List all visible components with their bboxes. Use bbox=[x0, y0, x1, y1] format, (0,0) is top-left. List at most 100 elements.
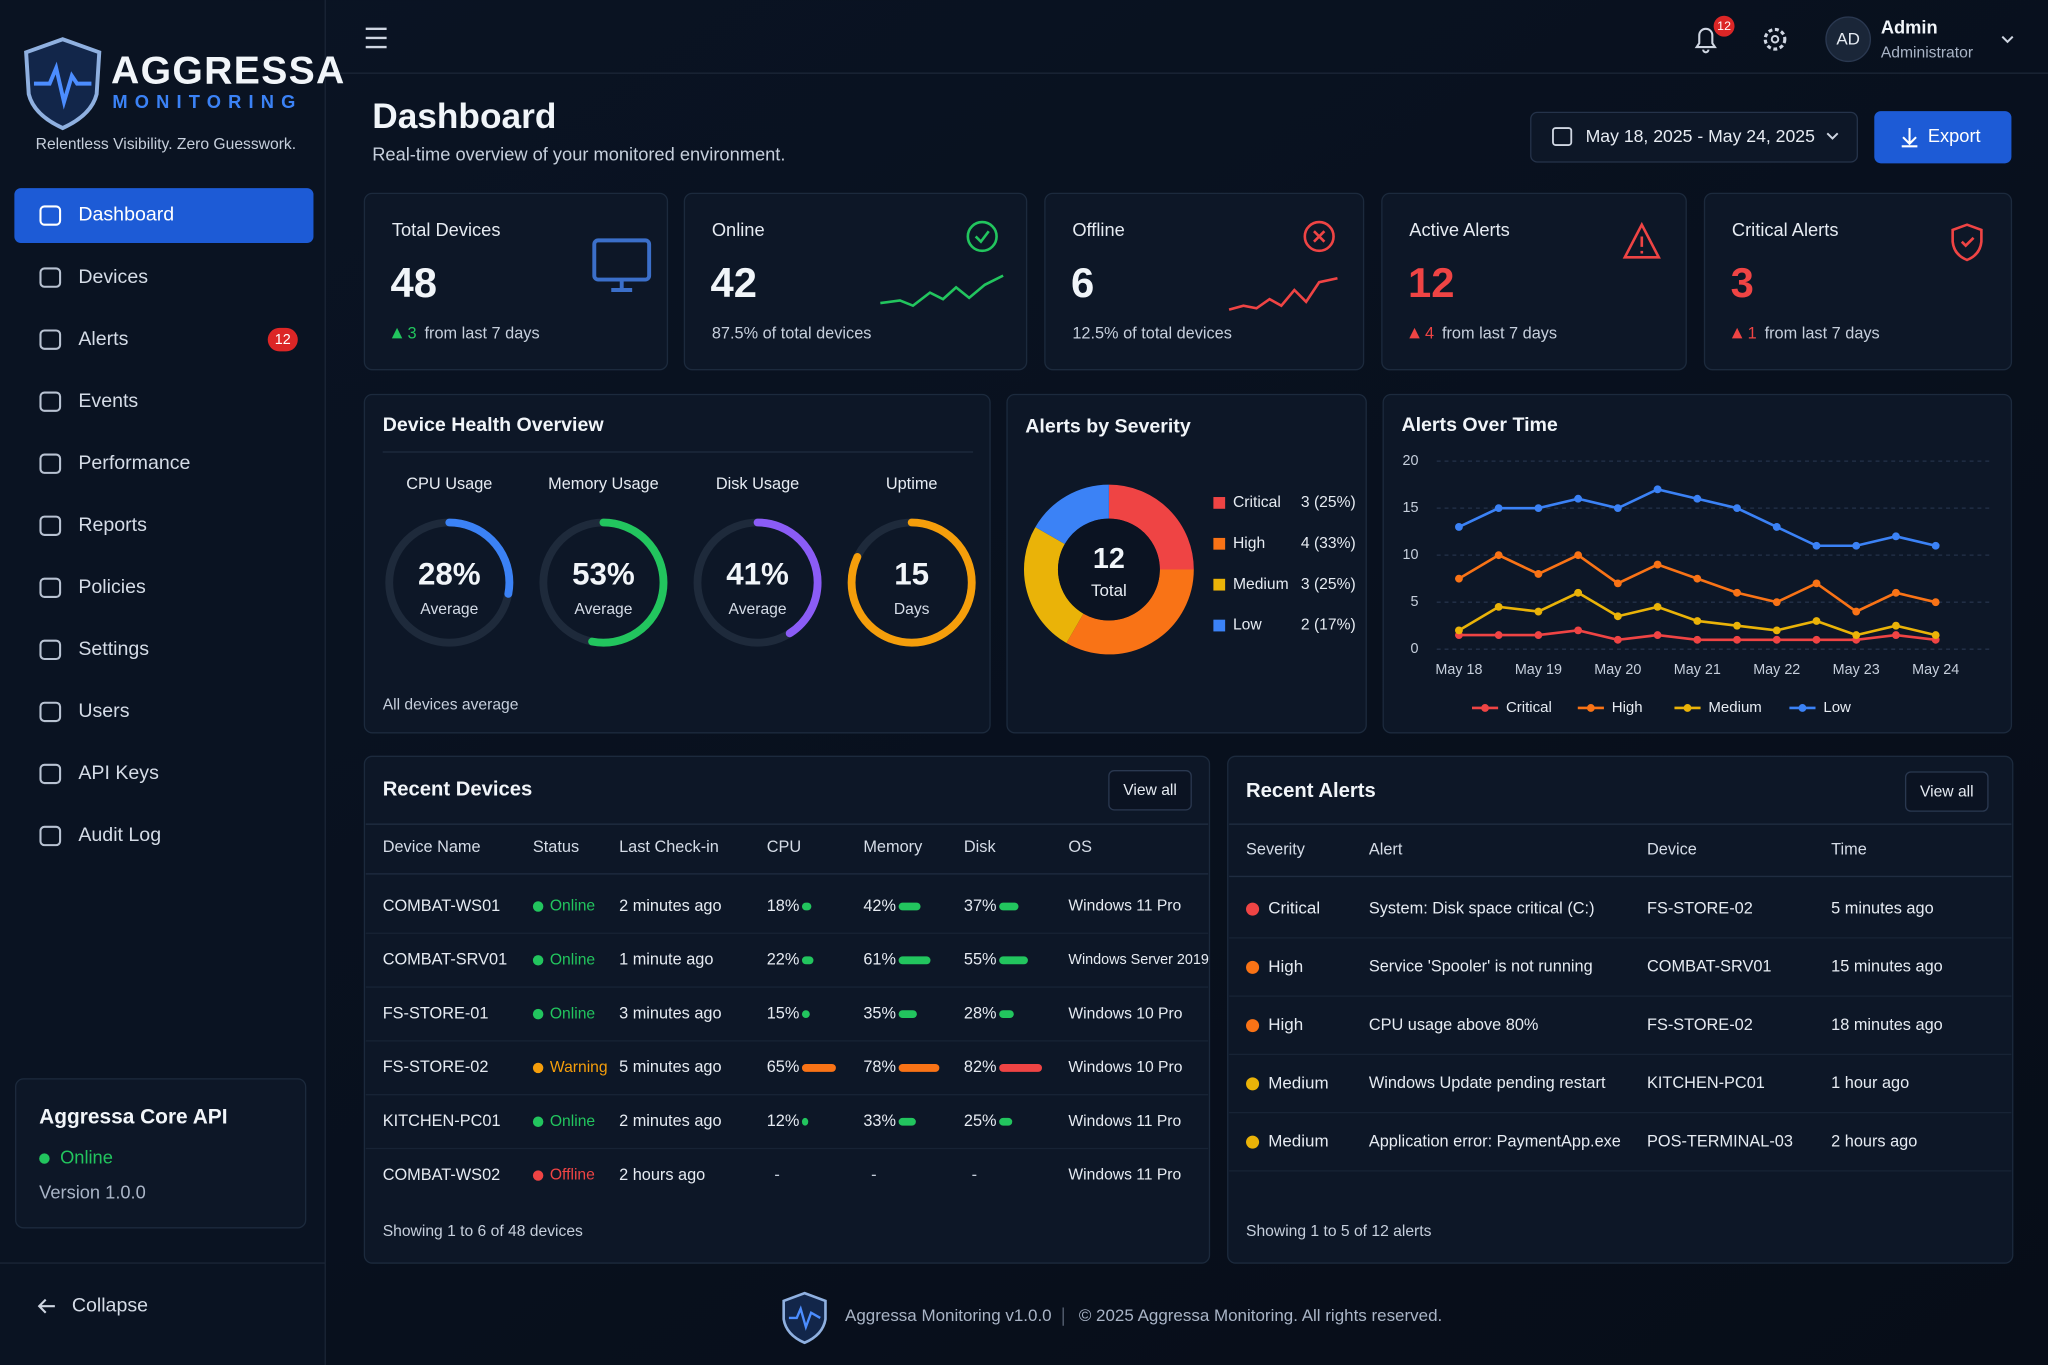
device-os: Windows 10 Pro bbox=[1068, 1005, 1182, 1022]
metric-bar bbox=[898, 1010, 917, 1019]
series-point bbox=[1812, 579, 1821, 588]
nav-label[interactable]: Users bbox=[78, 700, 129, 722]
legend-name: Critical bbox=[1233, 494, 1281, 511]
series-point bbox=[1931, 541, 1940, 550]
series-point bbox=[1455, 574, 1463, 583]
metric-bar bbox=[801, 902, 812, 911]
alert-device: FS-STORE-02 bbox=[1647, 899, 1753, 917]
status-dot bbox=[532, 1170, 544, 1181]
series-point bbox=[1812, 541, 1821, 550]
series-point bbox=[1772, 626, 1781, 635]
metric-value: 12% bbox=[767, 1112, 800, 1130]
alert-text: Windows Update pending restart bbox=[1369, 1074, 1606, 1092]
nav-label[interactable]: API Keys bbox=[78, 762, 159, 784]
series-point bbox=[1852, 607, 1861, 616]
warning-icon bbox=[1622, 221, 1661, 259]
column-header: Device Name bbox=[383, 838, 481, 856]
alert-severity: High bbox=[1268, 957, 1303, 976]
collapse[interactable]: Collapse bbox=[72, 1294, 148, 1316]
device-checkin: 2 minutes ago bbox=[619, 1112, 721, 1130]
nav-label[interactable]: Audit Log bbox=[78, 824, 161, 846]
metric-value: 65% bbox=[767, 1058, 800, 1076]
gauge-value: 28% bbox=[418, 556, 481, 591]
status-dot bbox=[532, 1116, 544, 1127]
series-point bbox=[1613, 504, 1622, 513]
severity-slice bbox=[1024, 527, 1085, 644]
bell-icon[interactable] bbox=[1694, 27, 1717, 54]
view-all[interactable]: View all bbox=[1123, 782, 1177, 799]
series-point bbox=[1812, 617, 1821, 625]
nav-icon bbox=[39, 205, 62, 226]
alert-device: KITCHEN-PC01 bbox=[1647, 1074, 1765, 1092]
footer-product: Aggressa Monitoring v1.0.0 bbox=[845, 1306, 1052, 1325]
legend-dot bbox=[1798, 704, 1807, 712]
delta-arrow bbox=[391, 327, 403, 339]
view-all[interactable]: View all bbox=[1920, 783, 1974, 800]
user-name[interactable]: Admin bbox=[1881, 17, 1938, 38]
gear-icon[interactable] bbox=[1763, 27, 1787, 51]
avatar[interactable] bbox=[1825, 16, 1872, 63]
series-point bbox=[1693, 574, 1702, 583]
nav-label[interactable]: Performance bbox=[78, 452, 190, 474]
status-dot bbox=[532, 1062, 544, 1074]
device-status: Online bbox=[550, 1005, 596, 1022]
nav-badge-count: 12 bbox=[275, 332, 291, 348]
severity-slice bbox=[1035, 484, 1110, 545]
api-version: Version 1.0.0 bbox=[39, 1182, 146, 1203]
stat-card bbox=[1381, 192, 1687, 371]
offline-sparkline bbox=[1228, 276, 1338, 311]
nav-label[interactable]: Policies bbox=[78, 576, 146, 598]
alert-device: FS-STORE-02 bbox=[1647, 1016, 1753, 1034]
series-point bbox=[1494, 602, 1503, 611]
severity-dot bbox=[1246, 1019, 1260, 1033]
view-all-button[interactable] bbox=[1108, 770, 1192, 811]
series-point bbox=[1494, 504, 1503, 513]
status-dot bbox=[532, 955, 544, 966]
legend-swatch bbox=[1213, 619, 1226, 632]
series-point bbox=[1772, 635, 1781, 644]
stat-card bbox=[683, 192, 1028, 371]
gauge-value: 53% bbox=[572, 556, 635, 591]
column-header: Severity bbox=[1246, 841, 1306, 859]
device-os: Windows 11 Pro bbox=[1068, 898, 1181, 915]
export-button[interactable] bbox=[1874, 111, 2012, 164]
alert-device: POS-TERMINAL-03 bbox=[1647, 1132, 1793, 1150]
device-checkin: 5 minutes ago bbox=[619, 1058, 721, 1076]
nav-label[interactable]: Alerts bbox=[78, 328, 128, 350]
collapse-icon bbox=[37, 1298, 55, 1314]
nav-icon bbox=[39, 515, 62, 536]
legend-name: Medium bbox=[1708, 699, 1761, 716]
nav-label[interactable]: Reports bbox=[78, 514, 147, 536]
nav-label[interactable]: Events bbox=[78, 390, 138, 412]
nav-label[interactable]: Settings bbox=[78, 638, 149, 660]
nav-label[interactable]: Dashboard bbox=[78, 204, 174, 226]
nav-label[interactable]: Devices bbox=[78, 266, 148, 288]
stat-label: Total Devices bbox=[392, 219, 501, 240]
gauge-ring bbox=[847, 518, 976, 647]
alert-time: 5 minutes ago bbox=[1831, 899, 1933, 917]
avatar-initials: AD bbox=[1836, 29, 1860, 48]
metric-value: 78% bbox=[863, 1058, 896, 1076]
gauge-value: 41% bbox=[726, 556, 789, 591]
series-point bbox=[1772, 523, 1781, 531]
metric-value: 61% bbox=[863, 951, 896, 969]
device-checkin: 2 minutes ago bbox=[619, 897, 721, 915]
series-point bbox=[1733, 504, 1741, 513]
series-point bbox=[1653, 602, 1662, 611]
legend-swatch bbox=[1213, 497, 1226, 509]
alert-severity: Critical bbox=[1268, 899, 1320, 918]
view-all-button[interactable] bbox=[1904, 771, 1989, 812]
stat-note: 12.5% of total devices bbox=[1072, 325, 1232, 343]
metric-bar bbox=[999, 1010, 1014, 1019]
stat-card bbox=[363, 192, 669, 371]
api-status: Online bbox=[60, 1146, 113, 1167]
alert-text: Application error: PaymentApp.exe bbox=[1369, 1132, 1621, 1150]
series-point bbox=[1574, 588, 1583, 597]
export-label[interactable]: Export bbox=[1928, 125, 1981, 146]
metric-bar bbox=[898, 1064, 940, 1072]
date-range-picker[interactable] bbox=[1530, 111, 1858, 163]
gauge-unit: Average bbox=[729, 601, 787, 618]
stat-note: from last 7 days bbox=[1442, 325, 1557, 343]
nav-icon bbox=[39, 267, 62, 288]
legend-name: High bbox=[1612, 699, 1643, 716]
